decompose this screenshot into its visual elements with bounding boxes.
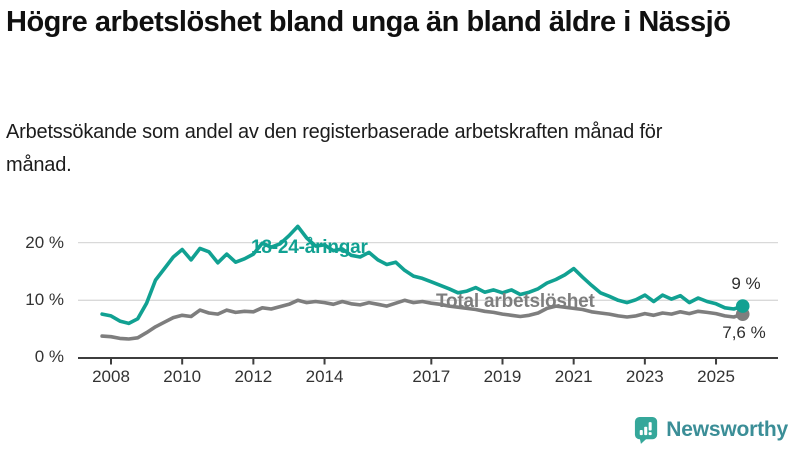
x-tick-label-2021: 2021 xyxy=(555,367,593,386)
x-tick-label-2010: 2010 xyxy=(163,367,201,386)
chart-title: Högre arbetslöshet bland unga än bland ä… xyxy=(6,6,731,38)
x-tick-label-2017: 2017 xyxy=(412,367,450,386)
brand-name: Newsworthy xyxy=(666,418,788,441)
y-axis-label-0: 0 % xyxy=(34,347,64,366)
end-value-label-18-24: 9 % xyxy=(731,274,761,293)
x-tick-label-2014: 2014 xyxy=(306,367,344,386)
series-line-Total arbetslöshet xyxy=(100,298,745,341)
end-value-label-total: 7,6 % xyxy=(722,323,766,342)
series-label-total: Total arbetslöshet xyxy=(436,291,595,312)
line-chart-plot: 2008 2010 2012 2014 2017 2019 2021 2023 2025 xyxy=(78,224,778,386)
y-axis-label-10: 10 % xyxy=(25,290,64,309)
series-label-18-24: 18-24-åringar xyxy=(251,237,368,258)
newsworthy-logo[interactable]: Newsworthy xyxy=(634,416,788,444)
x-tick-label-2023: 2023 xyxy=(626,367,664,386)
x-tick-label-2019: 2019 xyxy=(484,367,522,386)
series-line-18-24-åringar xyxy=(100,224,745,326)
x-tick-label-2025: 2025 xyxy=(697,367,735,386)
bar-chart-speech-bubble-icon xyxy=(635,417,658,444)
end-dot-18-24-åringar xyxy=(735,299,750,313)
x-tick-label-2008: 2008 xyxy=(92,367,130,386)
chart-subtitle: Arbetssökande som andel av den registerb… xyxy=(6,121,663,176)
y-axis-label-20: 20 % xyxy=(25,233,64,252)
x-tick-label-2012: 2012 xyxy=(234,367,272,386)
